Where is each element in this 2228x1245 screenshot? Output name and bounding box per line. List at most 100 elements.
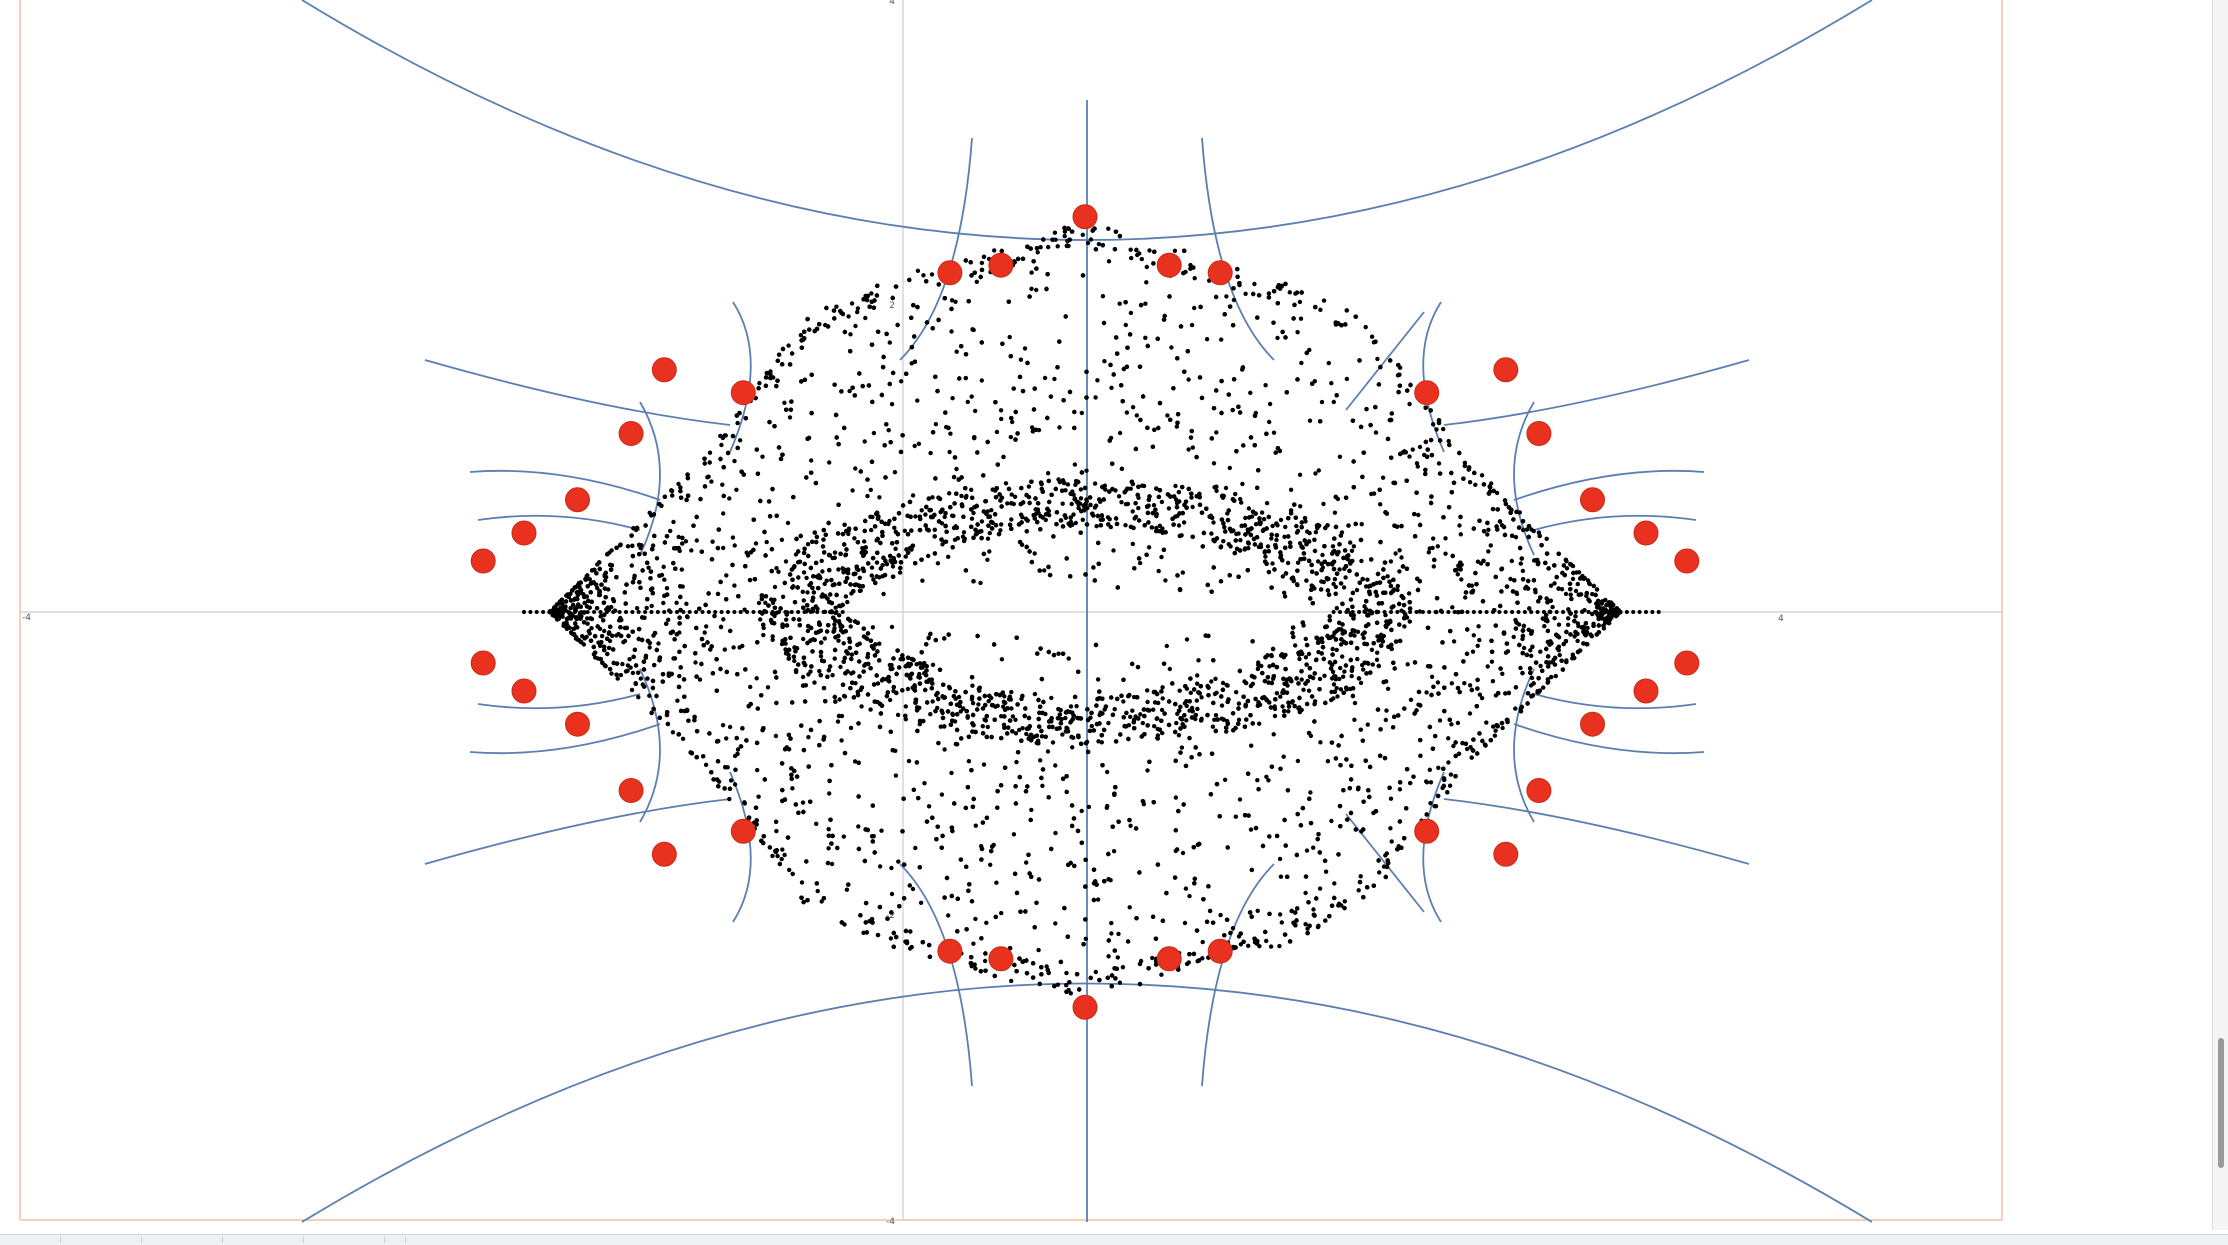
attractor-point [1094, 524, 1098, 528]
attractor-point [1257, 722, 1261, 726]
attractor-point [1375, 357, 1379, 361]
attractor-point [1029, 808, 1033, 812]
attractor-point [1095, 378, 1099, 382]
attractor-point [962, 530, 966, 534]
attractor-point [1081, 518, 1085, 522]
attractor-point [1476, 624, 1480, 628]
y-tick-label: -4 [886, 1217, 895, 1227]
attractor-point [922, 781, 926, 785]
attractor-point [950, 298, 954, 302]
attractor-point [836, 567, 840, 571]
attractor-point [724, 736, 728, 740]
attractor-point [1514, 535, 1518, 539]
attractor-point [1159, 555, 1163, 559]
attractor-point [1269, 536, 1273, 540]
attractor-point [1389, 797, 1393, 801]
attractor-point [1079, 487, 1083, 491]
attractor-point [1336, 550, 1340, 554]
attractor-point [1190, 505, 1194, 509]
attractor-point [733, 782, 737, 786]
attractor-point [1138, 712, 1142, 716]
attractor-point [656, 641, 660, 645]
attractor-point [1339, 687, 1343, 691]
attractor-point [635, 606, 639, 610]
attractor-point [1125, 410, 1129, 414]
attractor-point [1308, 790, 1312, 794]
attractor-point [727, 496, 731, 500]
attractor-point [609, 671, 613, 675]
attractor-point [931, 699, 935, 703]
attractor-point [806, 542, 810, 546]
attractor-point [870, 565, 874, 569]
attractor-point [1416, 513, 1420, 517]
attractor-point [1296, 529, 1300, 533]
attractor-point [1300, 677, 1304, 681]
attractor-point [1209, 679, 1213, 683]
attractor-point [1402, 624, 1406, 628]
attractor-point [1214, 430, 1218, 434]
attractor-point [906, 687, 910, 691]
attractor-point [845, 600, 849, 604]
contour-curve [1514, 724, 1704, 753]
attractor-point [1038, 758, 1042, 762]
attractor-point [833, 550, 837, 554]
attractor-point [801, 637, 805, 641]
attractor-point [1338, 666, 1342, 670]
attractor-point [1371, 662, 1375, 666]
attractor-point [1152, 724, 1156, 728]
attractor-point [1365, 578, 1369, 582]
attractor-point [1157, 569, 1161, 573]
attractor-point [666, 618, 670, 622]
attractor-point [1425, 780, 1429, 784]
attractor-point [1175, 424, 1179, 428]
attractor-point [634, 663, 638, 667]
attractor-point [1441, 427, 1445, 431]
attractor-point [695, 538, 699, 542]
attractor-point [770, 854, 774, 858]
attractor-point [1090, 724, 1094, 728]
attractor-point [1408, 619, 1412, 623]
contour-curve [730, 772, 751, 922]
attractor-point [1255, 778, 1259, 782]
attractor-point [745, 551, 749, 555]
attractor-point [1463, 595, 1467, 599]
attractor-point [898, 570, 902, 574]
attractor-point [1192, 306, 1196, 310]
attractor-point [1177, 523, 1181, 527]
attractor-point [849, 624, 853, 628]
attractor-point [1384, 708, 1388, 712]
attractor-point [930, 272, 934, 276]
attractor-point [984, 921, 988, 925]
attractor-point [585, 594, 589, 598]
attractor-point [1234, 532, 1238, 536]
attractor-point [1320, 553, 1324, 557]
attractor-point [1181, 570, 1185, 574]
attractor-point [1388, 826, 1392, 830]
attractor-point [698, 677, 702, 681]
attractor-point [1355, 588, 1359, 592]
attractor-point [1489, 543, 1493, 547]
attractor-point [720, 483, 724, 487]
attractor-point [970, 517, 974, 521]
attractor-point [836, 639, 840, 643]
attractor-point [1493, 729, 1497, 733]
attractor-point [1576, 624, 1580, 628]
attractor-point [1214, 713, 1218, 717]
attractor-point [1522, 646, 1526, 650]
attractor-point [1512, 635, 1516, 639]
attractor-point [1186, 377, 1190, 381]
attractor-point [1195, 682, 1199, 686]
attractor-point [1009, 706, 1013, 710]
attractor-point [1185, 962, 1189, 966]
attractor-point [675, 699, 679, 703]
attractor-point [1343, 575, 1347, 579]
attractor-point [627, 657, 631, 661]
attractor-point [1263, 383, 1267, 387]
attractor-point [1448, 784, 1452, 788]
attractor-point [994, 881, 998, 885]
attractor-point [1053, 831, 1057, 835]
attractor-point [1303, 922, 1307, 926]
attractor-point [1109, 921, 1113, 925]
